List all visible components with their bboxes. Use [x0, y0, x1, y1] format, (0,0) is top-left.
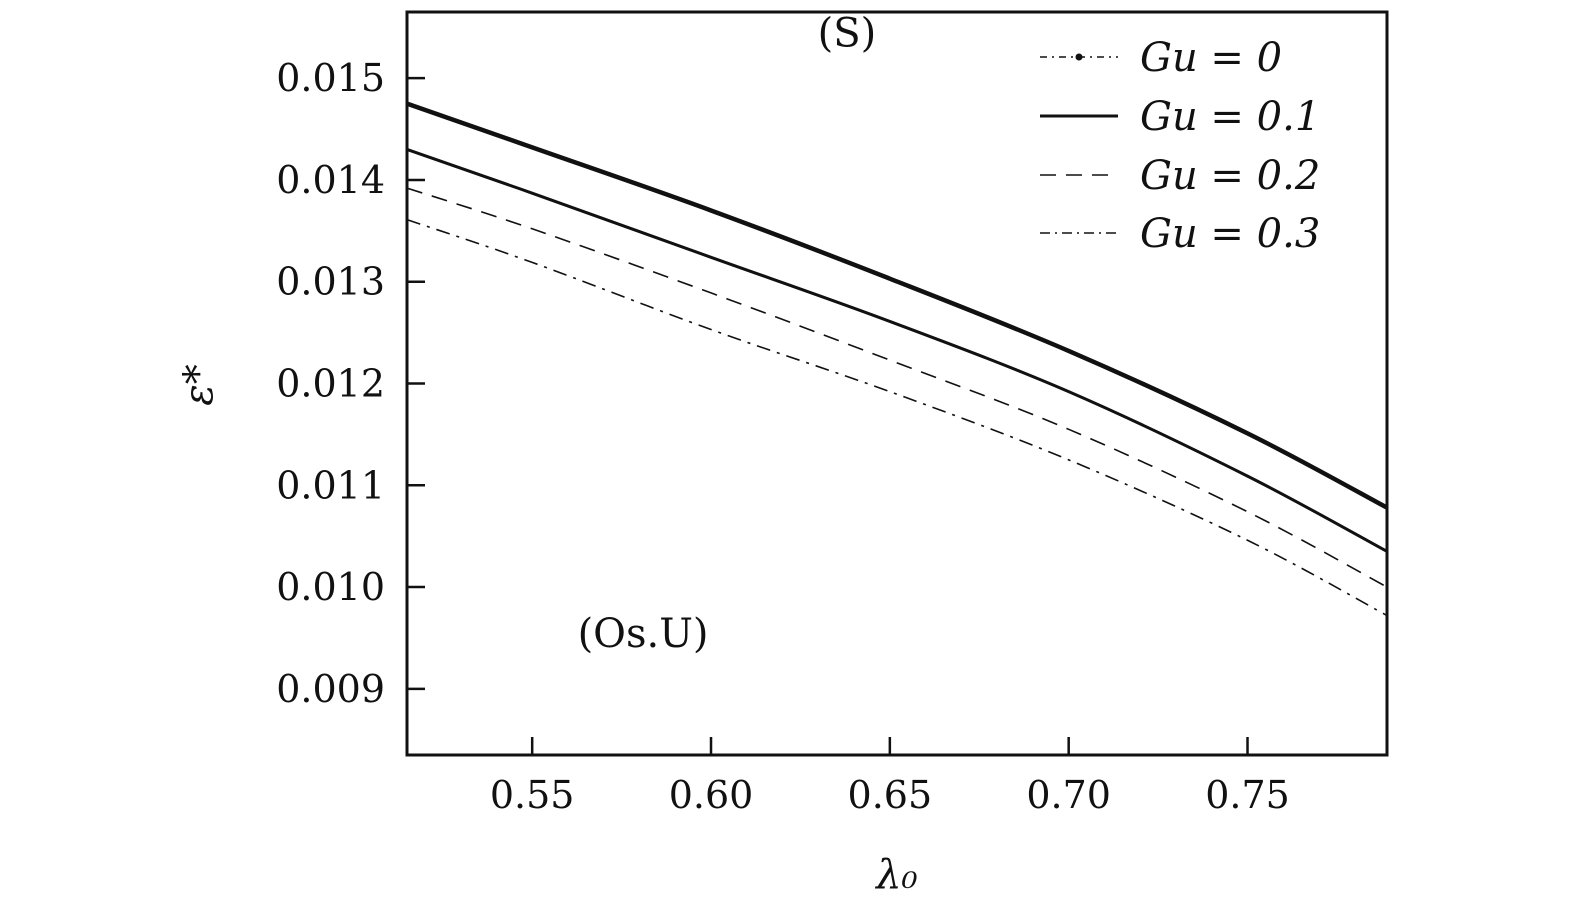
- series-line-1: [406, 147, 1388, 553]
- x-tick-label: 0.65: [848, 773, 933, 817]
- y-tick-label: 0.012: [276, 362, 385, 406]
- y-tick-label: 0.015: [276, 56, 385, 100]
- ticks-layer: 0.009 0.010 0.011 0.012 0.013 0.014 0.015 0.55 0…: [276, 56, 1290, 817]
- series-layer: [406, 101, 1389, 617]
- series-line-3: [406, 218, 1388, 617]
- x-tick-label: 0.70: [1026, 773, 1111, 817]
- legend-label-3: Gu = 0.3: [1140, 211, 1320, 257]
- legend-label-0: Gu = 0: [1140, 35, 1282, 81]
- x-tick-label: 0.60: [669, 773, 754, 817]
- axis-labels: λ₀ ε*: [176, 364, 918, 898]
- legend: Gu = 0 Gu = 0.1 Gu = 0.2 Gu = 0.3: [1040, 35, 1320, 257]
- y-axis-label: ε*: [176, 364, 222, 405]
- x-tick-label: 0.75: [1205, 773, 1290, 817]
- annotations-layer: (S) (Os.U): [578, 11, 877, 658]
- annotation-label: (Os.U): [578, 611, 709, 657]
- annotation-label: (S): [818, 11, 877, 57]
- y-tick-label: 0.010: [276, 565, 385, 609]
- legend-label-2: Gu = 0.2: [1140, 153, 1320, 199]
- series-line-0: [406, 101, 1389, 510]
- series-line-2: [406, 187, 1388, 588]
- y-tick-label: 0.011: [276, 463, 385, 507]
- legend-label-1: Gu = 0.1: [1140, 94, 1320, 140]
- y-tick-label: 0.013: [276, 260, 385, 304]
- legend-marker: [1075, 53, 1083, 61]
- y-tick-label: 0.009: [276, 667, 385, 711]
- x-axis-label: λ₀: [874, 852, 917, 898]
- x-tick-label: 0.55: [490, 773, 575, 817]
- y-tick-label: 0.014: [276, 158, 385, 202]
